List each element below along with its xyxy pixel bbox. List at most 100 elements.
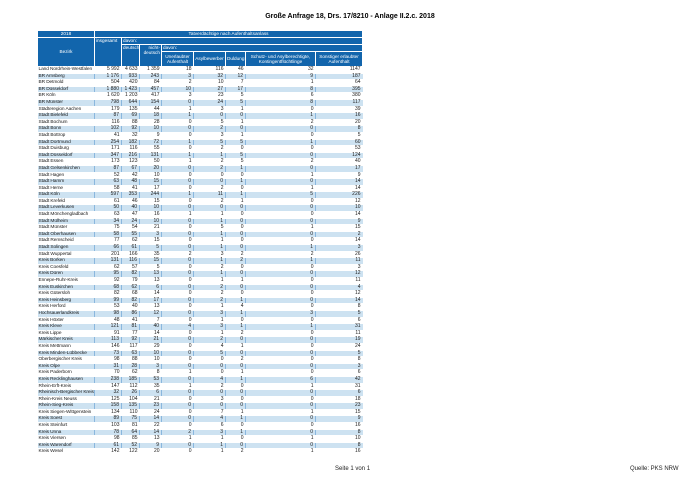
value-cell: 77 (121, 330, 140, 338)
bezirk-cell: Stadt Wuppertal (37, 251, 95, 259)
value-cell: 3 (193, 251, 226, 259)
value-cell: 17 (139, 297, 162, 305)
value-cell: 0 (225, 145, 246, 153)
table-row: Stadt Essen 173 123 50 1 2 5 2 40 (37, 159, 363, 166)
value-cell: 1 (225, 165, 246, 173)
value-cell: 98 (94, 310, 122, 318)
value-cell: 3 (139, 231, 162, 239)
duldung-header-cell: Duldung (225, 51, 246, 67)
bezirk-cell: Stadt Mönchengladbach (37, 211, 95, 219)
value-cell: 0 (225, 284, 246, 292)
value-cell: 1 (161, 370, 194, 377)
table-row: BR Detmold 504 420 84 2 10 7 1 64 (37, 80, 363, 87)
value-cell: 2 (225, 449, 246, 457)
value-cell: 1 (245, 113, 316, 120)
value-cell: 0 (225, 126, 246, 133)
value-cell: 3 (314, 363, 363, 371)
table-row: BR Köln 1 620 1 203 417 3 23 5 6 380 (37, 93, 363, 100)
value-cell: 1 (225, 132, 246, 140)
value-cell: 5 (193, 119, 226, 127)
value-cell: 5 (225, 159, 246, 166)
table-row: Kreis Düren 95 82 13 0 1 0 0 12 (37, 271, 363, 278)
value-cell: 0 (245, 205, 316, 213)
value-cell: 3 (315, 264, 363, 272)
value-cell: 62 (121, 284, 140, 292)
value-cell: 62 (94, 264, 122, 272)
value-cell: 1 (161, 383, 194, 391)
value-cell: 6 (245, 93, 316, 100)
value-cell: 21 (139, 396, 162, 404)
value-cell: 1 (245, 185, 316, 193)
value-cell: 8 (245, 99, 316, 107)
bezirk-cell: Stadt Hagen (37, 172, 95, 180)
value-cell: 78 (94, 429, 122, 437)
table-row: Hochsauerlandkreis 98 86 12 0 3 1 3 5 (37, 310, 363, 318)
value-cell: 147 (94, 383, 122, 391)
value-cell: 0 (245, 145, 316, 153)
value-cell: 0 (161, 185, 194, 193)
value-cell: 2 (193, 337, 226, 344)
value-cell: 0 (225, 442, 246, 450)
value-cell: 52 (94, 172, 122, 180)
value-cell: 117 (121, 343, 140, 351)
value-cell: 173 (94, 159, 122, 166)
table-row: Kreis Paderborn 70 62 8 1 0 1 0 6 (37, 370, 363, 377)
value-cell: 1 423 (121, 86, 140, 94)
value-cell: 12 (314, 271, 363, 278)
value-cell: 1 (193, 271, 226, 278)
value-cell: 5 992 (94, 66, 122, 74)
value-cell: 2 (193, 264, 226, 272)
value-cell: 35 (139, 383, 162, 391)
value-cell: 395 (314, 86, 363, 94)
value-cell: 9 (315, 172, 363, 180)
bezirk-cell: Stadt Bochum (37, 119, 95, 127)
value-cell: 41 (121, 185, 140, 193)
value-cell: 3 (193, 324, 226, 331)
value-cell: 0 (245, 363, 316, 371)
table-row: Kreis Soest 89 75 14 0 4 1 0 9 (37, 416, 363, 424)
value-cell: 2 (193, 198, 226, 206)
value-cell: 85 (121, 436, 140, 443)
value-cell: 0 (161, 396, 194, 404)
value-cell: 0 (245, 370, 316, 377)
value-cell: 82 (121, 271, 140, 278)
value-cell: 0 (245, 304, 316, 311)
value-cell: 123 (121, 159, 140, 166)
value-cell: 5 (139, 264, 162, 272)
value-cell: 2 (225, 356, 246, 364)
value-cell: 4 633 (121, 66, 140, 74)
value-cell: 1 203 (121, 93, 140, 100)
value-cell: 5 (315, 132, 363, 140)
value-cell: 0 (225, 172, 246, 180)
value-cell: 48 (94, 317, 122, 325)
value-cell: 420 (121, 80, 140, 87)
value-cell: 2 (193, 185, 226, 193)
value-cell: 134 (94, 409, 122, 417)
value-cell: 0 (245, 396, 316, 404)
value-cell: 1 (193, 330, 226, 338)
value-cell: 0 (161, 205, 194, 213)
value-cell: 15 (139, 258, 162, 265)
source-label: Quelle: PKS NRW (630, 466, 679, 472)
value-cell: 39 (315, 106, 363, 114)
value-cell: 55 (121, 231, 140, 239)
bezirk-cell: Kreis Mettmann (37, 343, 95, 351)
value-cell: 82 (121, 297, 140, 305)
value-cell: 0 (161, 284, 194, 292)
bezirk-cell: Stadt Münster (37, 224, 95, 232)
value-cell: 5 (193, 139, 226, 147)
value-cell: 1 (193, 442, 226, 450)
value-cell: 40 (315, 159, 363, 166)
bezirk-cell: Stadt Gelsenkirchen (37, 165, 95, 173)
page-number: Seite 1 von 1 (335, 466, 371, 472)
value-cell: 187 (314, 73, 363, 81)
bezirk-cell: Rhein-Kreis Neuss (37, 396, 95, 404)
value-cell: 2 (161, 429, 194, 437)
value-cell: 122 (121, 449, 140, 457)
value-cell: 0 (161, 277, 194, 285)
value-cell: 31 (315, 383, 363, 391)
value-cell: 87 (94, 113, 122, 120)
value-cell: 52 (121, 442, 140, 450)
value-cell: 63 (121, 350, 140, 358)
value-cell: 0 (245, 198, 316, 206)
